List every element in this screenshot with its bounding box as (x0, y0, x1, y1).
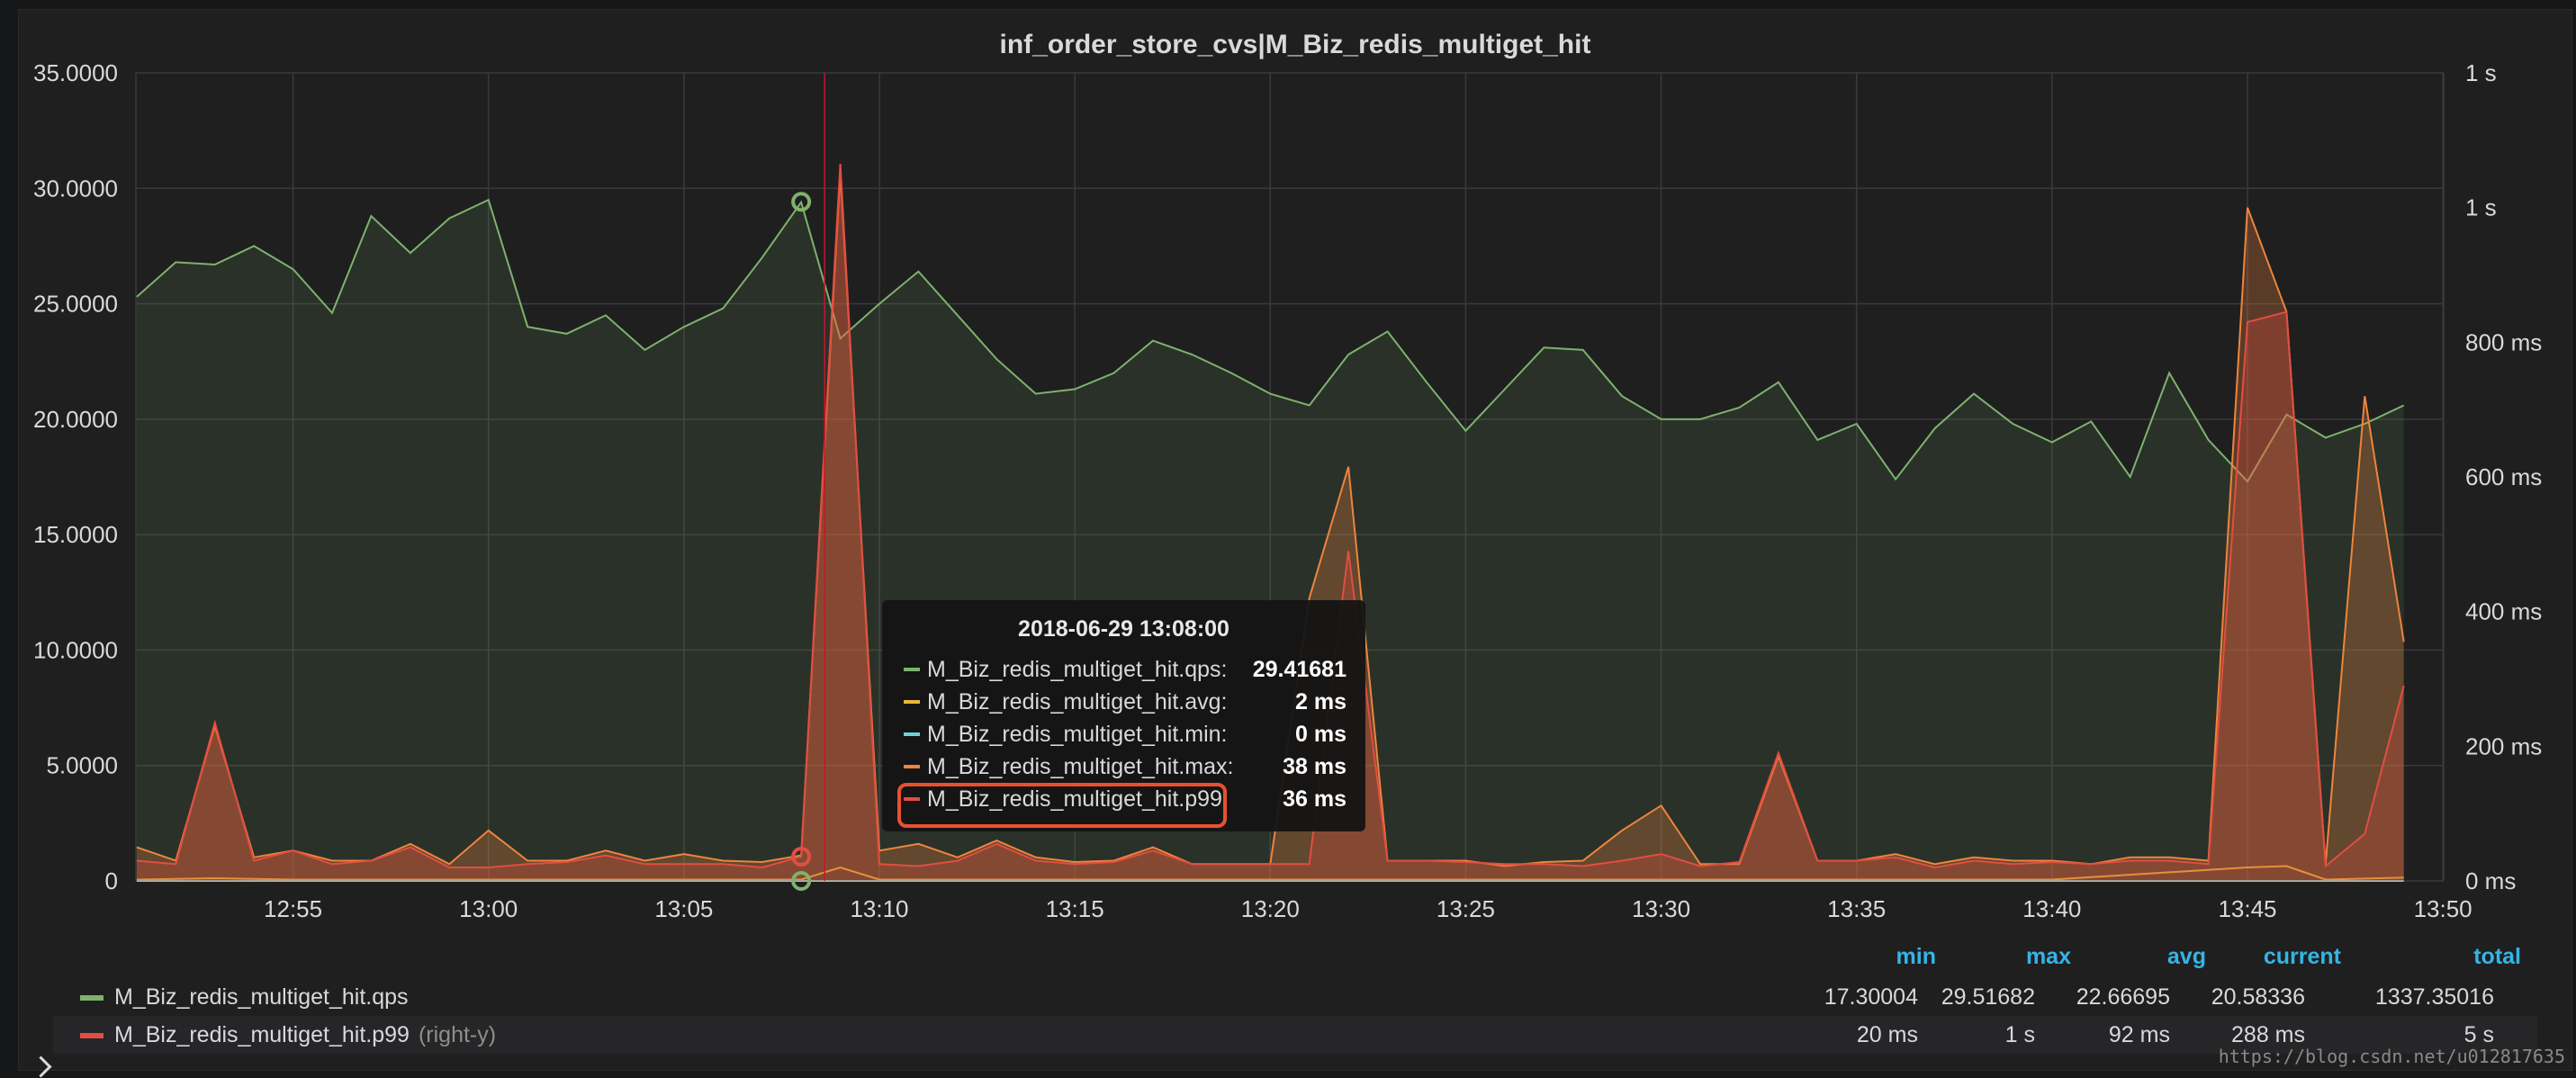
chevron-right-icon[interactable] (30, 1056, 52, 1078)
legend-max: 29.51682 (1941, 984, 2035, 1010)
tooltip-label: M_Biz_redis_multiget_hit.min: (927, 722, 1228, 747)
tooltip-swatch (904, 765, 920, 768)
legend-series-name[interactable]: M_Biz_redis_multiget_hit.qps (114, 978, 409, 1016)
y-right-tick-label: 0 ms (2465, 867, 2516, 894)
y-right-tick-label: 600 ms (2465, 463, 2542, 490)
legend-axis-note: (right-y) (418, 1022, 497, 1047)
legend-total: 1337.35016 (2374, 984, 2494, 1010)
tooltip-row-p99: M_Biz_redis_multiget_hit.p99: 36 ms (882, 783, 1365, 815)
tooltip-swatch (904, 668, 920, 671)
panel-title[interactable]: inf_order_store_cvs|M_Biz_redis_multiget… (999, 30, 1591, 59)
x-tick-label: 13:30 (1632, 895, 1690, 922)
legend-series-label[interactable]: M_Biz_redis_multiget_hit.p99 (114, 1022, 410, 1047)
chart-grid (135, 72, 2445, 882)
y-left-tick-label: 25.0000 (33, 291, 118, 318)
legend-header-total[interactable]: total (2473, 944, 2521, 969)
x-tick-label: 12:55 (264, 895, 322, 922)
legend-header-min[interactable]: min (1896, 944, 1936, 969)
legend-series-label[interactable]: M_Biz_redis_multiget_hit.qps (114, 984, 409, 1010)
y-left-tick-label: 10.0000 (33, 636, 118, 663)
series-area-qps (136, 200, 2404, 882)
tooltip-label: M_Biz_redis_multiget_hit.max: (927, 754, 1234, 779)
x-tick-label: 13:20 (1241, 895, 1300, 922)
legend-current: 20.58336 (2211, 984, 2305, 1010)
tooltip-row-max: M_Biz_redis_multiget_hit.max: 38 ms (882, 750, 1365, 783)
y-right-tick-label: 400 ms (2465, 598, 2542, 625)
hover-layer (791, 73, 825, 891)
hover-marker-qps (791, 192, 812, 212)
series-line-p99 (136, 163, 2405, 869)
y-right-tick-label: 200 ms (2465, 732, 2542, 759)
chart-plot[interactable]: 0 5.0000 10.0000 15.0000 20.0000 25.0000 30.00… (19, 10, 2573, 946)
legend-swatch[interactable] (80, 1033, 104, 1038)
y-right-tick-label: 1 s (2465, 59, 2497, 86)
tooltip-value: 2 ms (1295, 689, 1347, 714)
x-tick-label: 13:45 (2218, 895, 2276, 922)
legend-min: 20 ms (1856, 1022, 1918, 1047)
legend-row-qps[interactable]: M_Biz_redis_multiget_hit.qps 17.30004 29… (53, 978, 2537, 1016)
hover-tooltip: 2018-06-29 13:08:00 M_Biz_redis_multiget… (882, 600, 1365, 831)
graph-panel: inf_order_store_cvs|M_Biz_redis_multiget… (18, 9, 2573, 1078)
legend-series-name[interactable]: M_Biz_redis_multiget_hit.p99 (right-y) (114, 1016, 496, 1054)
x-tick-label: 13:35 (1827, 895, 1886, 922)
legend-swatch[interactable] (80, 995, 104, 1001)
tooltip-row-min: M_Biz_redis_multiget_hit.min: 0 ms (882, 718, 1365, 750)
legend-header-avg[interactable]: avg (2166, 944, 2206, 969)
x-tick-label: 13:05 (654, 895, 713, 922)
tooltip-label: M_Biz_redis_multiget_hit.qps: (927, 657, 1228, 682)
legend-current: 288 ms (2231, 1022, 2305, 1047)
series-line-qps (136, 198, 2405, 483)
x-tick-label: 13:40 (2022, 895, 2081, 922)
legend-header-max[interactable]: max (2025, 944, 2071, 969)
tooltip-row-avg: M_Biz_redis_multiget_hit.avg: 2 ms (882, 686, 1365, 718)
legend-row-p99[interactable]: M_Biz_redis_multiget_hit.p99 (right-y) 20… (53, 1016, 2537, 1054)
legend-header-current[interactable]: current (2263, 944, 2341, 969)
tooltip-row-qps: M_Biz_redis_multiget_hit.qps: 29.41681 (882, 653, 1365, 686)
x-tick-label: 13:25 (1437, 895, 1495, 922)
x-tick-label: 13:00 (459, 895, 518, 922)
y-axis-left: 0 5.0000 10.0000 15.0000 20.0000 25.0000 30.00… (33, 59, 118, 894)
x-tick-label: 13:50 (2414, 895, 2472, 922)
tooltip-swatch (904, 732, 920, 736)
y-left-tick-label: 0 (105, 867, 118, 894)
legend-total: 5 s (2463, 1022, 2494, 1047)
x-tick-label: 13:10 (850, 895, 908, 922)
y-left-tick-label: 15.0000 (33, 521, 118, 548)
tooltip-value: 36 ms (1283, 786, 1347, 812)
y-left-tick-label: 35.0000 (33, 59, 118, 86)
chart-series-layer (136, 163, 2405, 882)
legend-min: 17.30004 (1824, 984, 1918, 1010)
tooltip-label: M_Biz_redis_multiget_hit.avg: (927, 689, 1228, 714)
tooltip-swatch (904, 797, 920, 801)
tooltip-value: 0 ms (1295, 722, 1347, 747)
tooltip-swatch (904, 700, 920, 704)
x-axis: 12:55 13:00 13:05 13:10 13:15 13:20 13:25 13:30… (264, 895, 2472, 922)
series-line-avg (136, 865, 2404, 881)
x-tick-label: 13:15 (1046, 895, 1104, 922)
y-axis-right: 0 ms 200 ms 400 ms 600 ms 800 ms 1 s 1 s (2465, 59, 2542, 894)
y-left-tick-label: 20.0000 (33, 406, 118, 433)
y-left-tick-label: 30.0000 (33, 175, 118, 202)
tooltip-label: M_Biz_redis_multiget_hit.p99: (927, 786, 1229, 812)
tooltip-value: 38 ms (1283, 754, 1347, 779)
y-right-tick-label: 1 s (2465, 194, 2497, 221)
y-left-tick-label: 5.0000 (46, 752, 118, 779)
legend-avg: 92 ms (2108, 1022, 2170, 1047)
tooltip-value: 29.41681 (1252, 657, 1347, 682)
hover-marker-p99 (791, 847, 812, 867)
watermark: https://blog.csdn.net/u012817635 (2218, 1046, 2565, 1067)
tooltip-time: 2018-06-29 13:08:00 (1018, 616, 1229, 642)
hover-marker-min (791, 871, 812, 891)
legend-avg: 22.66695 (2076, 984, 2170, 1010)
y-right-tick-label: 800 ms (2465, 328, 2542, 355)
legend-max: 1 s (2004, 1022, 2035, 1047)
tooltip-highlight-box (897, 783, 1227, 828)
